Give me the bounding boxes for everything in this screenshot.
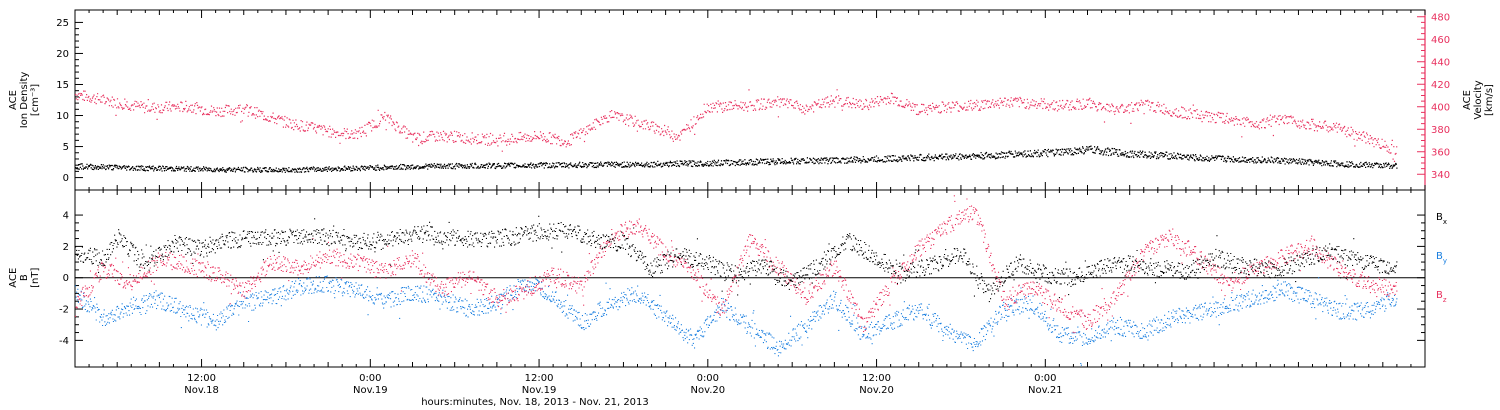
density-axis-title-line: [cm⁻³] — [30, 84, 41, 116]
density-ytick-label: 0 — [63, 173, 69, 184]
density-ytick-label: 10 — [56, 111, 69, 122]
b-axis-title-line: [nT] — [30, 267, 41, 287]
density-axis-title-line: ACE — [8, 90, 19, 110]
density-ytick-label: 15 — [56, 80, 69, 91]
x-tick-date-label: Nov.20 — [690, 385, 725, 396]
axis-ticks — [74, 10, 1426, 367]
series-Bx-points — [75, 215, 1398, 303]
x-tick-date-label: Nov.20 — [859, 385, 894, 396]
velocity-ytick-label: 440 — [1431, 57, 1450, 68]
legend-By-main: B — [1436, 251, 1443, 262]
density-axis-title: ACE Ion Density [cm⁻³] — [8, 72, 41, 129]
velocity-ytick-label: 400 — [1431, 102, 1450, 113]
legend-Bz: Bz — [1436, 290, 1447, 304]
x-tick-time-label: 0:00 — [1034, 373, 1056, 384]
b-ytick-label: 0 — [63, 273, 69, 284]
b-axis-title-line: ACE — [8, 268, 19, 288]
density-ytick-label: 25 — [56, 18, 69, 29]
x-tick-time-label: 12:00 — [187, 373, 216, 384]
legend-Bx: Bx — [1436, 212, 1447, 226]
velocity-ytick-label: 420 — [1431, 80, 1450, 91]
b-axis-title-line: B — [19, 274, 30, 281]
velocity-axis-title-line: Velocity — [1473, 80, 1484, 119]
velocity-axis-title-line: ACE — [1462, 90, 1473, 110]
bottom-panel-frame — [74, 189, 1426, 368]
series-By-points — [75, 275, 1398, 366]
x-tick-date-label: Nov.19 — [522, 385, 557, 396]
density-ytick-label: 20 — [56, 49, 69, 60]
x-tick-date-label: Nov.21 — [1028, 385, 1063, 396]
b-ytick-label: 4 — [63, 211, 69, 222]
legend-Bz-sub: z — [1443, 296, 1447, 304]
b-ytick-label: 2 — [63, 242, 69, 253]
density-points — [75, 145, 1398, 173]
series-Bz-points — [75, 195, 1398, 334]
x-tick-time-label: 12:00 — [525, 373, 554, 384]
x-axis-title: hours:minutes, Nov. 18, 2013 - Nov. 21, … — [421, 397, 649, 408]
velocity-ytick-label: 380 — [1431, 125, 1450, 136]
velocity-axis-title-line: [km/s] — [1484, 84, 1495, 116]
x-tick-time-label: 12:00 — [862, 373, 891, 384]
velocity-ytick-label: 360 — [1431, 147, 1450, 158]
b-axis-title: ACE B [nT] — [8, 267, 41, 287]
b-ytick-label: -4 — [59, 336, 69, 347]
x-tick-date-label: Nov.19 — [353, 385, 388, 396]
velocity-points — [75, 89, 1398, 162]
velocity-axis-title: ACE Velocity [km/s] — [1462, 80, 1495, 119]
velocity-ytick-label: 480 — [1431, 12, 1450, 23]
velocity-ytick-label: 340 — [1431, 170, 1450, 181]
legend-Bx-main: B — [1436, 212, 1443, 223]
b-ytick-label: -2 — [59, 305, 69, 316]
legend-By-sub: y — [1443, 257, 1447, 265]
x-tick-time-label: 0:00 — [697, 373, 719, 384]
x-tick-time-label: 0:00 — [359, 373, 381, 384]
data-marks — [75, 89, 1398, 366]
x-tick-date-label: Nov.18 — [184, 385, 219, 396]
legend-By: By — [1436, 251, 1447, 265]
legend-Bz-main: B — [1436, 290, 1443, 301]
legend-Bx-sub: x — [1443, 218, 1447, 226]
density-axis-title-line: Ion Density — [19, 72, 30, 129]
velocity-ytick-label: 460 — [1431, 35, 1450, 46]
density-ytick-label: 5 — [63, 142, 69, 153]
